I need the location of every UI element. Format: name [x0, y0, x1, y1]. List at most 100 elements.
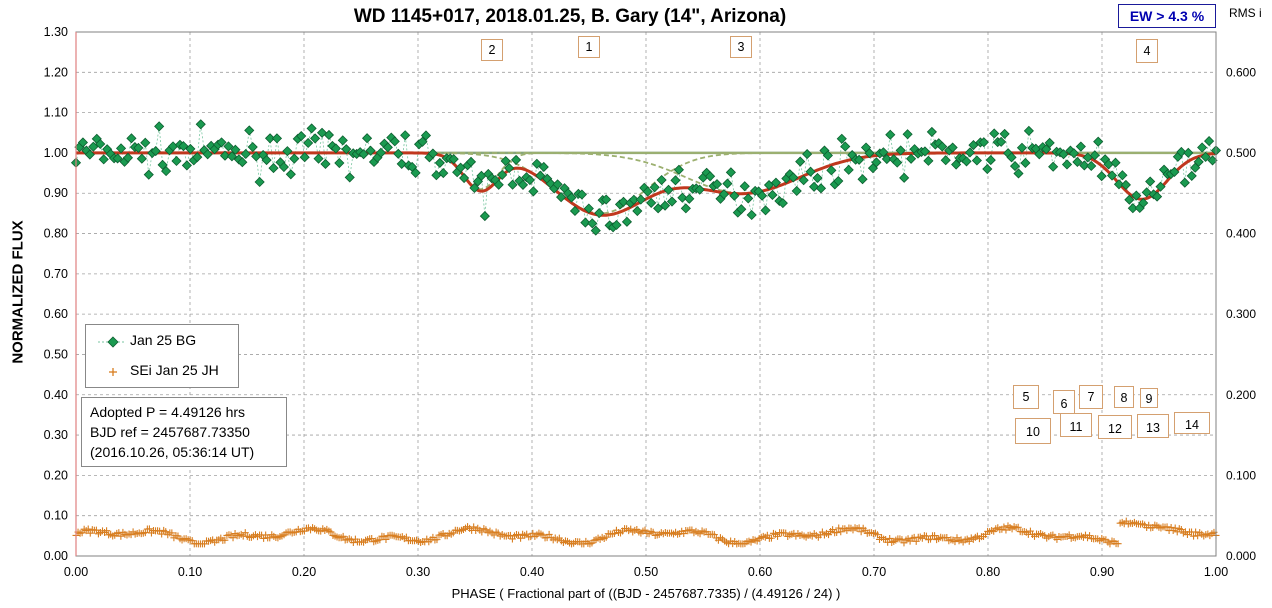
flux-point [854, 154, 865, 165]
flux-point [531, 158, 542, 169]
x-tick-label: 0.10 [178, 565, 202, 579]
flux-point [254, 176, 265, 188]
flux-point [968, 140, 979, 151]
flux-point [1169, 166, 1180, 178]
flux-point [88, 141, 99, 152]
flux-point [576, 189, 587, 200]
flux-point [680, 203, 691, 214]
flux-point [98, 154, 109, 165]
annotation-11: 11 [1060, 413, 1092, 437]
flux-point [729, 190, 740, 201]
flux-point [1186, 170, 1197, 181]
annotation-7: 7 [1079, 385, 1103, 409]
flux-point [1200, 151, 1211, 162]
flux-point [899, 172, 910, 183]
flux-point [393, 148, 404, 159]
flux-point [760, 205, 771, 216]
flux-point [1020, 157, 1031, 169]
x-tick-label: 0.20 [292, 565, 316, 579]
flux-point [611, 219, 622, 231]
y-tick-label: 0.10 [44, 509, 68, 523]
annotation-10: 10 [1015, 418, 1051, 444]
flux-point [808, 181, 820, 192]
flux-point [1155, 181, 1166, 192]
sei-point [117, 532, 125, 540]
flux-point [739, 181, 750, 192]
flux-point [985, 155, 996, 166]
annotation-9: 9 [1140, 388, 1158, 408]
flux-point [1204, 136, 1215, 147]
flux-point [628, 194, 639, 205]
annotation-2: 2 [481, 39, 503, 61]
flux-point [244, 125, 255, 136]
flux-point [202, 149, 213, 160]
sei-point [470, 523, 478, 531]
flux-point [906, 153, 917, 164]
flux-point [1006, 152, 1017, 163]
flux-point [122, 152, 134, 163]
flux-point [1072, 156, 1083, 168]
flux-point [289, 153, 300, 164]
flux-point [417, 136, 428, 147]
y2-tick-label: 0.300 [1226, 307, 1256, 321]
y-tick-label: 0.00 [44, 549, 68, 563]
flux-point [247, 141, 258, 153]
flux-point [1013, 168, 1024, 179]
sei-point [84, 525, 92, 533]
x-tick-label: 0.00 [64, 565, 88, 579]
flux-point [195, 119, 206, 130]
flux-point [161, 166, 172, 177]
annotation-6: 6 [1053, 390, 1075, 414]
flux-point [632, 205, 643, 217]
flux-point [649, 182, 660, 193]
flux-point [892, 157, 903, 168]
flux-point [569, 205, 581, 217]
flux-point [261, 155, 272, 166]
flux-point [663, 184, 674, 195]
flux-point [864, 148, 875, 159]
flux-point [826, 165, 837, 176]
flux-point [812, 172, 823, 184]
flux-point [285, 169, 296, 180]
y-axis-label: NORMALIZED FLUX [9, 220, 27, 364]
flux-point [528, 186, 539, 197]
y-tick-label: 0.70 [44, 267, 68, 281]
flux-point [358, 149, 369, 160]
legend-item-flux: Jan 25 BG [86, 331, 236, 351]
flux-point [1048, 161, 1059, 172]
flux-point [840, 141, 851, 152]
sei-point [1163, 523, 1171, 531]
flux-point [1131, 190, 1142, 201]
sei-point [1177, 526, 1185, 534]
flux-point [517, 179, 529, 190]
flux-point [192, 152, 203, 163]
sei-point [931, 532, 939, 540]
flux-point [926, 126, 937, 137]
legend-marker-plus [109, 368, 117, 376]
sei-point [1002, 526, 1010, 534]
flux-point [497, 169, 508, 180]
flux-point [178, 141, 189, 152]
flux-point [420, 130, 432, 141]
flux-point [791, 185, 802, 197]
annotation-4: 4 [1136, 39, 1158, 63]
flux-point [1176, 146, 1187, 158]
chart-title: WD 1145+017, 2018.01.25, B. Gary (14", A… [353, 6, 787, 27]
sei-point [912, 537, 920, 545]
flux-point [1113, 179, 1125, 190]
flux-point [587, 218, 598, 229]
flux-point [746, 209, 757, 221]
y2-tick-label: 0.000 [1226, 549, 1256, 563]
flux-point [1127, 203, 1138, 214]
flux-point [971, 155, 982, 166]
sei-point [141, 529, 149, 537]
sei-point [835, 524, 843, 532]
flux-point [226, 151, 237, 162]
flux-point [400, 130, 411, 141]
flux-point [95, 138, 106, 150]
flux-point [500, 155, 511, 167]
flux-point [427, 148, 438, 159]
flux-point [334, 157, 345, 169]
legend-item-sei: SEi Jan 25 JH [86, 361, 236, 381]
flux-point [479, 211, 490, 222]
